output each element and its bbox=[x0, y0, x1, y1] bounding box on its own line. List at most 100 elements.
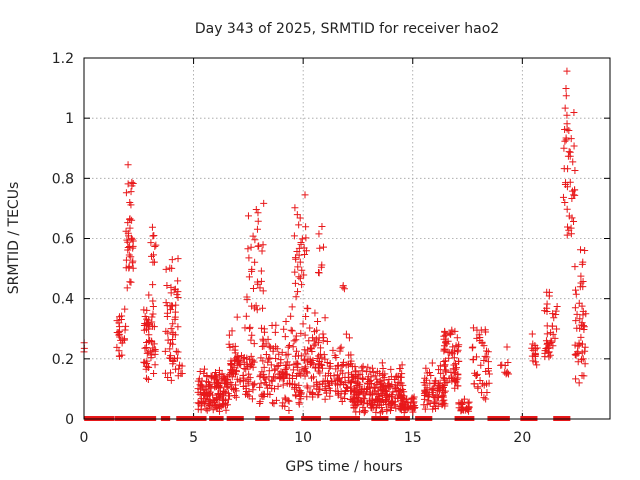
data-point bbox=[565, 127, 573, 135]
data-point bbox=[288, 327, 296, 335]
data-point bbox=[224, 372, 232, 380]
data-point bbox=[560, 144, 568, 152]
data-point bbox=[257, 354, 265, 362]
data-point bbox=[124, 244, 132, 252]
data-point bbox=[127, 253, 135, 261]
data-point bbox=[381, 370, 389, 378]
data-point bbox=[440, 342, 448, 350]
data-point bbox=[120, 335, 128, 343]
data-point bbox=[447, 373, 455, 381]
data-point bbox=[256, 284, 264, 292]
data-point bbox=[302, 223, 310, 231]
data-point bbox=[468, 344, 476, 352]
data-point bbox=[244, 212, 252, 220]
data-point bbox=[423, 384, 431, 392]
data-point bbox=[129, 180, 137, 188]
data-point bbox=[563, 231, 571, 239]
data-point bbox=[291, 279, 299, 287]
data-point bbox=[317, 263, 325, 271]
data-point bbox=[567, 230, 575, 238]
data-point bbox=[398, 361, 406, 369]
data-point bbox=[173, 291, 181, 299]
data-point bbox=[164, 336, 172, 344]
data-point bbox=[441, 361, 449, 369]
data-point bbox=[291, 380, 299, 388]
data-point bbox=[168, 256, 176, 264]
data-point bbox=[576, 283, 584, 291]
data-point bbox=[581, 360, 589, 368]
data-point bbox=[396, 373, 404, 381]
data-point bbox=[243, 360, 251, 368]
data-point bbox=[561, 104, 569, 112]
data-point bbox=[448, 326, 456, 334]
data-point bbox=[115, 319, 123, 327]
data-point bbox=[450, 354, 458, 362]
data-point bbox=[115, 352, 123, 360]
data-point bbox=[121, 305, 129, 313]
data-point bbox=[242, 365, 250, 373]
data-point bbox=[225, 340, 233, 348]
data-point bbox=[484, 348, 492, 356]
data-point bbox=[298, 281, 306, 289]
data-point bbox=[358, 386, 366, 394]
data-point bbox=[561, 137, 569, 145]
data-point bbox=[359, 374, 367, 382]
data-point bbox=[285, 407, 293, 415]
data-point bbox=[292, 293, 300, 301]
data-point bbox=[283, 379, 291, 387]
data-point bbox=[291, 391, 299, 399]
data-point bbox=[425, 392, 433, 400]
data-point bbox=[277, 356, 285, 364]
data-point bbox=[295, 221, 303, 229]
data-point bbox=[245, 273, 253, 281]
data-point bbox=[541, 349, 549, 357]
data-point bbox=[569, 158, 577, 166]
data-point bbox=[264, 358, 272, 366]
data-point bbox=[225, 331, 233, 339]
data-point bbox=[441, 387, 449, 395]
data-point bbox=[285, 342, 293, 350]
data-point bbox=[548, 322, 556, 330]
data-point bbox=[397, 387, 405, 395]
data-point bbox=[373, 396, 381, 404]
data-point bbox=[283, 358, 291, 366]
data-point bbox=[404, 403, 412, 411]
data-point bbox=[476, 376, 484, 384]
data-point bbox=[125, 264, 133, 272]
data-point bbox=[203, 406, 211, 414]
data-point bbox=[222, 396, 230, 404]
data-point bbox=[424, 393, 432, 401]
data-point bbox=[571, 166, 579, 174]
data-point bbox=[150, 369, 158, 377]
data-point bbox=[302, 313, 310, 320]
data-point bbox=[262, 350, 270, 358]
data-point bbox=[298, 235, 306, 243]
data-point bbox=[258, 247, 266, 255]
data-point bbox=[251, 380, 259, 388]
data-point bbox=[174, 255, 182, 263]
data-point bbox=[249, 232, 257, 240]
data-point bbox=[260, 325, 268, 333]
data-point bbox=[452, 342, 460, 350]
data-point bbox=[149, 251, 157, 259]
y-tick-label: 0.6 bbox=[52, 232, 74, 248]
data-point bbox=[548, 338, 556, 346]
data-point bbox=[162, 265, 170, 273]
data-point bbox=[320, 243, 328, 251]
data-point bbox=[196, 368, 204, 376]
data-point bbox=[316, 244, 324, 252]
data-point bbox=[282, 370, 290, 378]
data-point bbox=[246, 323, 254, 331]
data-point bbox=[249, 363, 257, 371]
data-point bbox=[124, 238, 132, 246]
data-point bbox=[565, 148, 573, 156]
data-point bbox=[570, 142, 578, 150]
data-point bbox=[171, 331, 179, 339]
data-point bbox=[244, 391, 252, 399]
data-point bbox=[248, 331, 256, 339]
data-point bbox=[342, 383, 350, 391]
data-point bbox=[503, 369, 511, 377]
data-point bbox=[577, 272, 585, 280]
data-point bbox=[400, 409, 408, 417]
data-point bbox=[297, 240, 305, 248]
